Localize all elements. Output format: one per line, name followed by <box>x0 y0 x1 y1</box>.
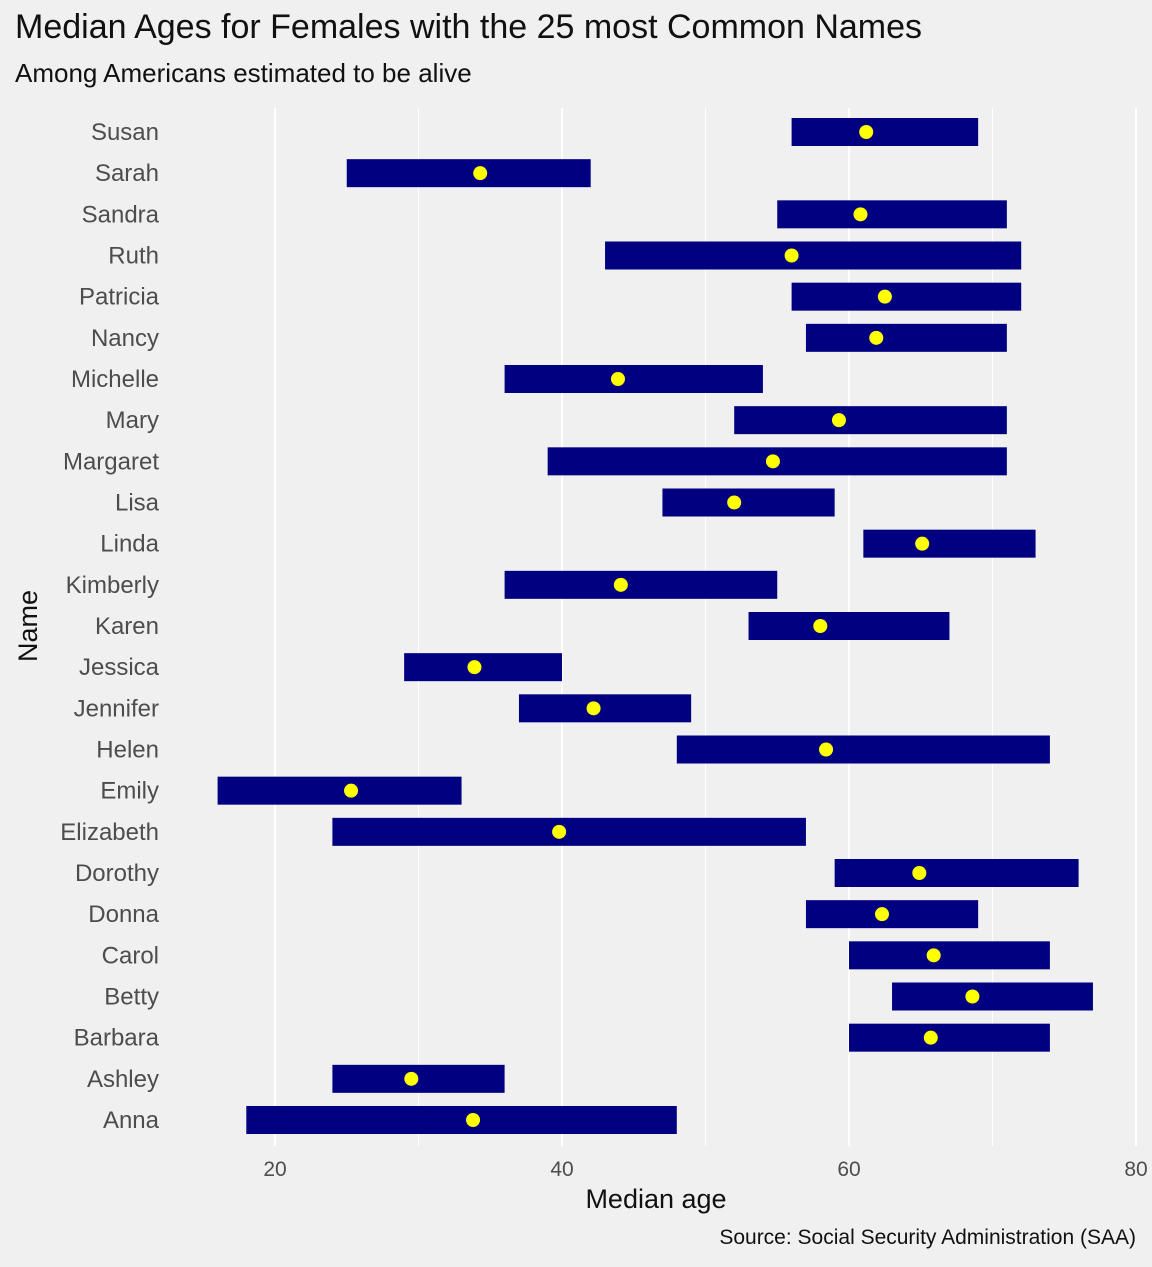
median-point-sarah <box>473 166 488 181</box>
y-tick-label: Sarah <box>95 160 159 187</box>
x-tick-label: 60 <box>837 1158 860 1181</box>
x-tick-labels: 20 40 60 80 <box>263 1158 1147 1181</box>
y-tick-label: Patricia <box>79 284 160 311</box>
median-point-jessica <box>467 660 482 675</box>
x-tick-label: 40 <box>550 1158 573 1181</box>
y-tick-label: Carol <box>102 942 159 969</box>
y-tick-labels: Susan Sarah Sandra Ruth Patricia Nancy Michell… <box>60 119 159 1134</box>
median-point-ashley <box>404 1071 419 1086</box>
range-bar-elizabeth <box>332 817 806 846</box>
range-bar-mary <box>734 406 1007 435</box>
range-bar-karen <box>748 612 950 640</box>
range-bar-jennifer <box>518 694 692 723</box>
median-point-lisa <box>727 495 742 510</box>
y-tick-label: Ashley <box>87 1066 159 1093</box>
chart-subtitle: Among Americans estimated to be alive <box>15 58 472 88</box>
chart-title: Median Ages for Females with the 25 most… <box>15 8 923 46</box>
y-tick-label: Anna <box>103 1107 160 1134</box>
y-tick-label: Sandra <box>82 201 160 228</box>
y-tick-label: Elizabeth <box>60 819 159 846</box>
median-point-patricia <box>877 289 892 304</box>
range-bar-ashley <box>332 1064 505 1093</box>
range-bar-ruth <box>605 241 1022 270</box>
range-bar-kimberly <box>504 570 778 599</box>
range-bar-betty <box>892 982 1093 1011</box>
y-tick-label: Lisa <box>115 490 160 517</box>
y-tick-label: Betty <box>104 984 159 1011</box>
bar-layer <box>217 118 1093 1134</box>
y-tick-label: Ruth <box>108 243 159 270</box>
median-point-sandra <box>853 207 868 222</box>
median-point-helen <box>819 742 834 757</box>
y-tick-label: Margaret <box>63 448 159 475</box>
median-point-linda <box>915 536 930 551</box>
range-bar-patricia <box>791 282 1022 311</box>
range-bar-carol <box>849 941 1050 970</box>
median-point-betty <box>965 989 980 1004</box>
median-point-dorothy <box>912 866 927 880</box>
y-tick-label: Kimberly <box>66 572 159 599</box>
y-tick-label: Karen <box>95 613 159 640</box>
range-bar-lisa <box>662 488 835 517</box>
median-point-nancy <box>869 330 884 345</box>
y-axis-title: Name <box>13 590 43 662</box>
range-bar-emily <box>217 776 462 805</box>
range-bar-susan <box>791 118 979 146</box>
y-tick-label: Helen <box>96 737 159 764</box>
x-axis-title: Median age <box>585 1184 726 1214</box>
median-point-margaret <box>765 454 780 469</box>
y-tick-label: Susan <box>91 119 159 146</box>
median-point-karen <box>813 619 828 633</box>
range-bar-helen <box>676 735 1050 764</box>
range-bar-dorothy <box>834 859 1079 887</box>
median-point-elizabeth <box>552 824 567 839</box>
y-tick-label: Jessica <box>79 654 160 681</box>
median-point-barbara <box>923 1030 938 1045</box>
grid-layer <box>274 108 1137 1146</box>
range-bar-michelle <box>504 365 763 393</box>
range-bar-nancy <box>805 323 1007 352</box>
y-tick-label: Emily <box>100 778 159 805</box>
range-bar-anna <box>246 1106 677 1134</box>
x-tick-label: 80 <box>1124 1158 1147 1181</box>
y-tick-label: Linda <box>100 531 159 558</box>
y-tick-label: Donna <box>88 901 159 928</box>
range-bar-jessica <box>404 653 562 682</box>
range-bar-sandra <box>777 200 1007 229</box>
y-tick-label: Nancy <box>91 325 159 352</box>
median-point-donna <box>875 907 890 922</box>
range-bar-linda <box>863 529 1036 558</box>
median-point-carol <box>926 948 941 963</box>
range-bar-sarah <box>346 159 591 188</box>
chart-caption: Source: Social Security Administration (… <box>719 1226 1136 1249</box>
range-bar-barbara <box>849 1023 1050 1052</box>
median-point-jennifer <box>586 701 601 716</box>
y-tick-label: Jennifer <box>74 695 159 722</box>
point-layer <box>344 125 980 1127</box>
median-point-michelle <box>610 372 625 386</box>
y-tick-label: Mary <box>106 407 159 434</box>
median-point-anna <box>466 1113 481 1127</box>
y-tick-label: Michelle <box>71 366 159 393</box>
median-point-mary <box>831 413 846 428</box>
range-bar-donna <box>805 900 979 929</box>
median-point-ruth <box>784 248 799 263</box>
x-tick-label: 20 <box>263 1158 286 1181</box>
median-point-susan <box>859 125 874 139</box>
y-tick-label: Dorothy <box>75 860 159 887</box>
median-point-kimberly <box>613 577 628 592</box>
median-point-emily <box>344 783 359 798</box>
y-tick-label: Barbara <box>74 1025 160 1052</box>
